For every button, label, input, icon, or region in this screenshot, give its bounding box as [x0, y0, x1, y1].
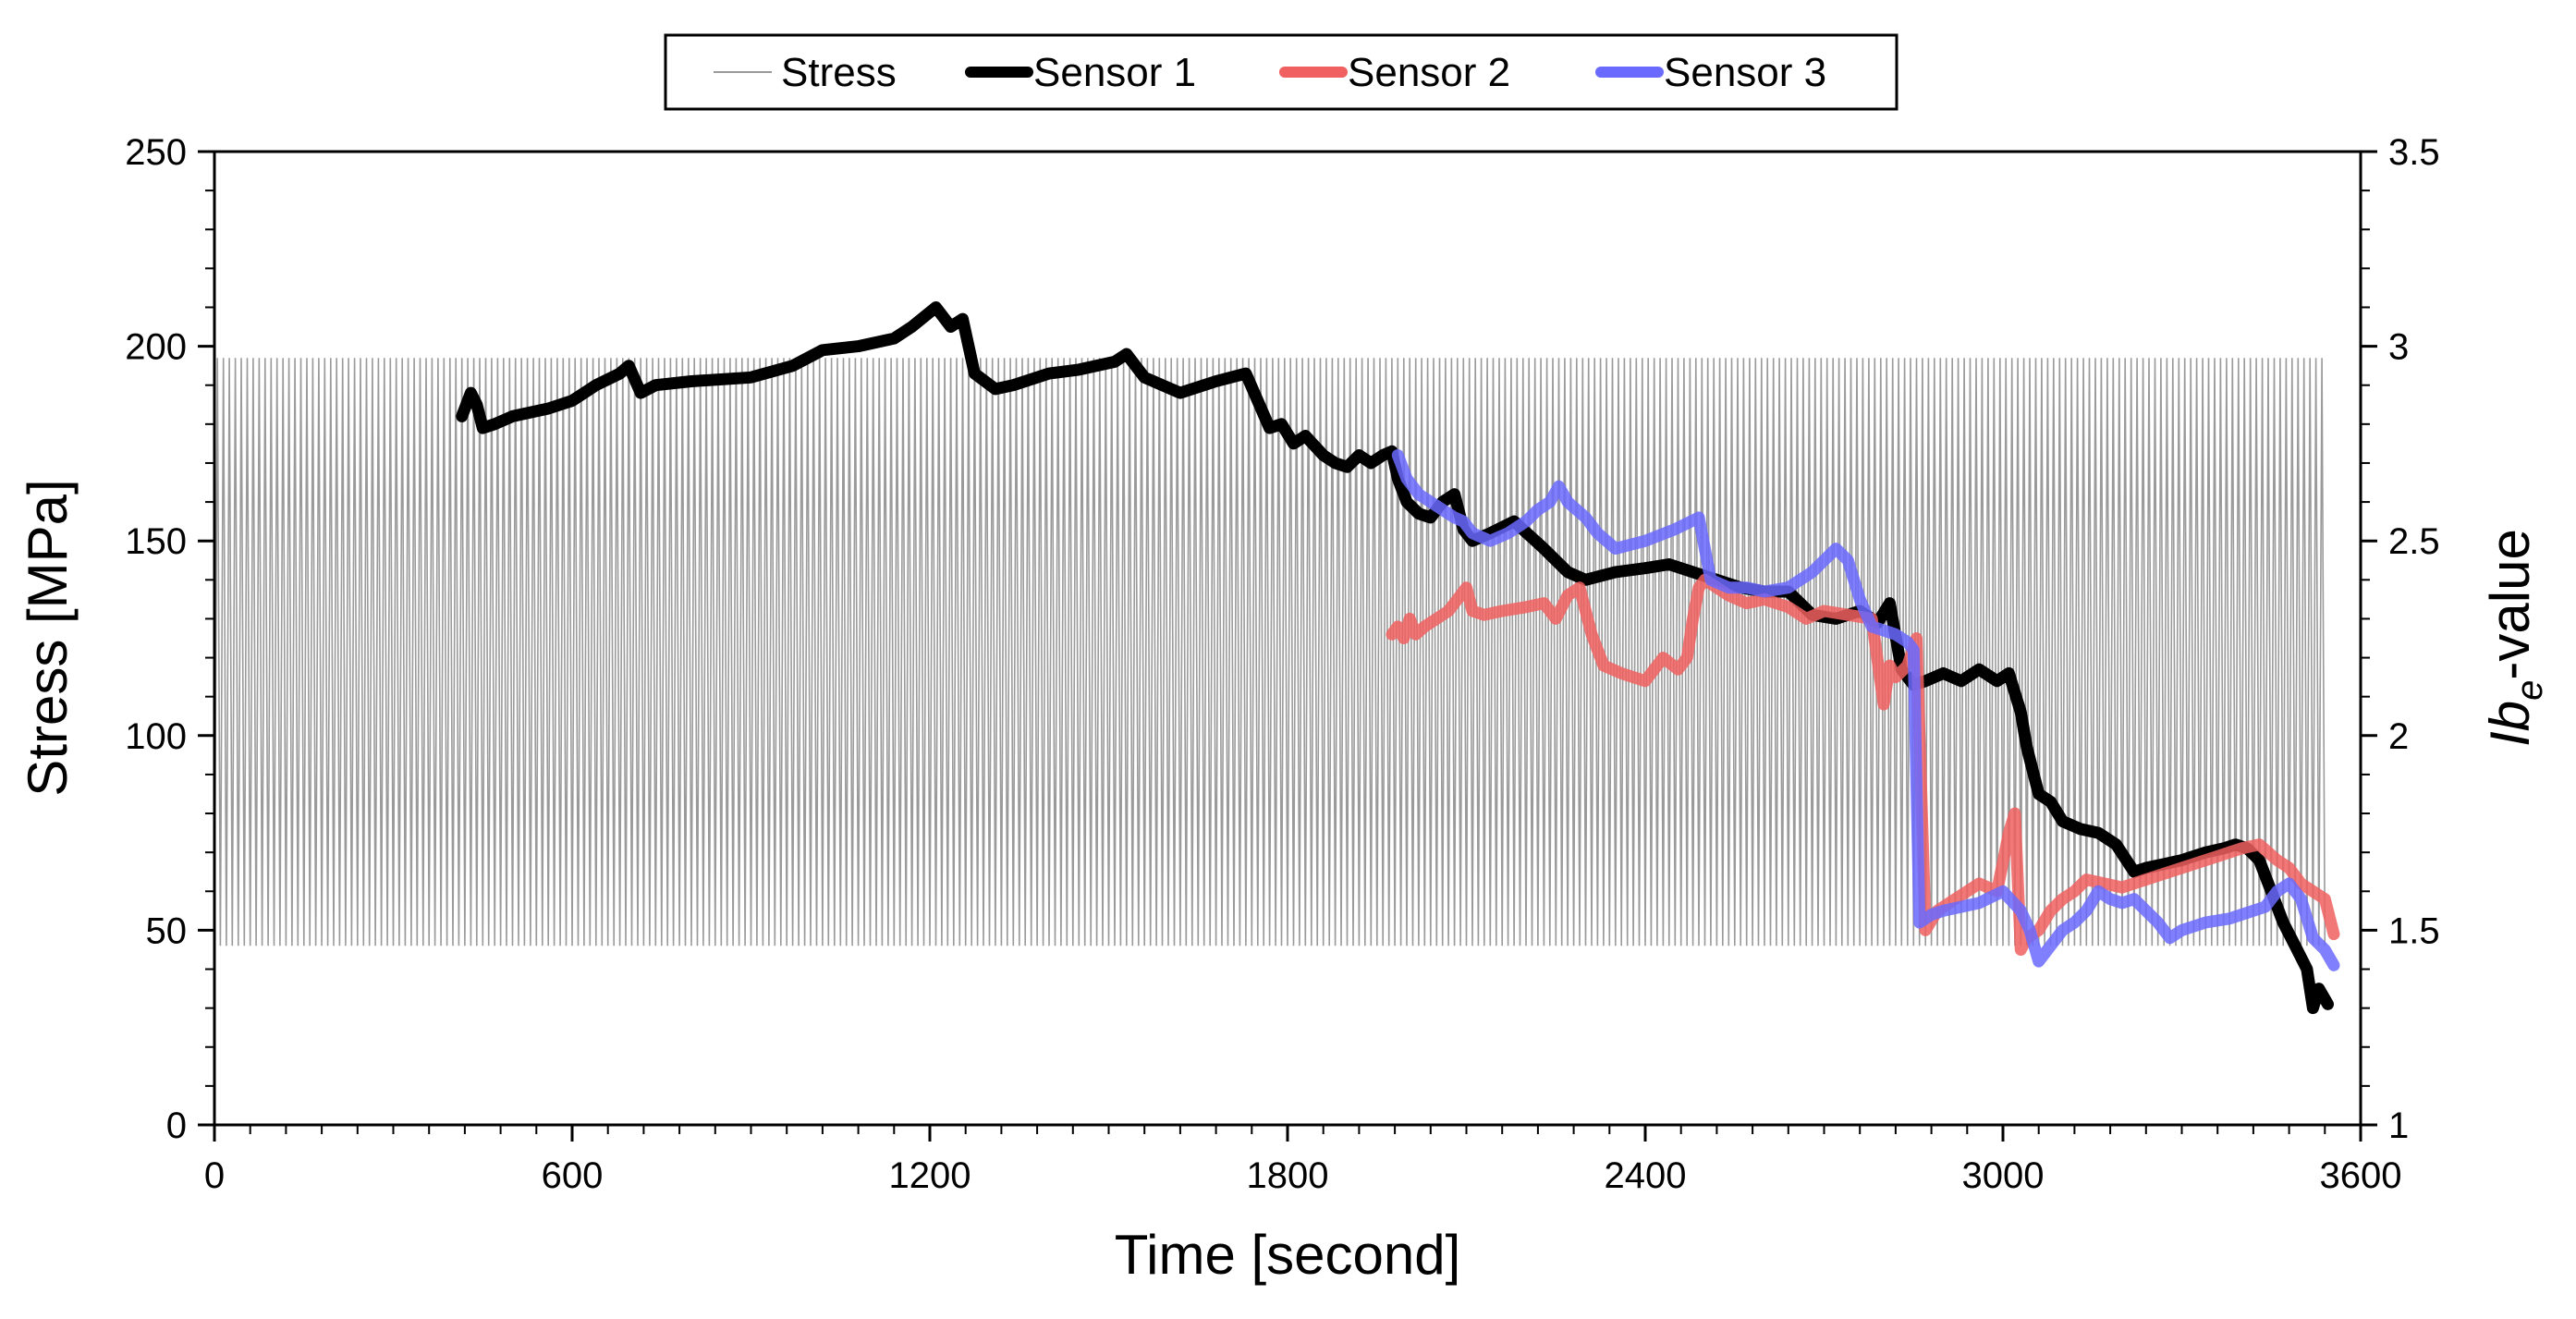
legend-label-sensor-3: Sensor 3 [1664, 50, 1826, 95]
y-right-tick-label: 1 [2388, 1105, 2409, 1146]
sensor-series-layer [456, 301, 2340, 1015]
x-tick-label: 2400 [1605, 1155, 1687, 1196]
y-left-tick-label: 200 [125, 327, 187, 368]
y-axis-right-title-suffix: -value [2479, 529, 2541, 679]
legend-label-sensor-2: Sensor 2 [1348, 50, 1510, 95]
y-axis-right-title-main: Ib [2479, 701, 2541, 747]
stress-signal-layer [214, 358, 2326, 947]
y-axis-right-title-sub: e [2509, 680, 2550, 701]
x-tick-label: 1800 [1247, 1155, 1329, 1196]
y-left-tick-label: 150 [125, 521, 187, 562]
y-axis-left-title: Stress [MPa] [17, 479, 79, 796]
y-right-tick-label: 3.5 [2388, 132, 2440, 173]
y-left-tick-label: 250 [125, 132, 187, 173]
series-line-sensor-3 [1391, 449, 2340, 971]
x-tick-label: 600 [542, 1155, 604, 1196]
y-right-tick-label: 1.5 [2388, 910, 2440, 951]
y-axis-right-title: Ibe-value [2479, 529, 2550, 747]
legend-label-stress: Stress [781, 50, 897, 95]
x-tick-label: 0 [204, 1155, 225, 1196]
legend-label-sensor-1: Sensor 1 [1033, 50, 1196, 95]
x-axis-title: Time [second] [1115, 1224, 1461, 1286]
stress-line [214, 358, 2326, 947]
y-right-tick-label: 3 [2388, 327, 2409, 368]
y-left-tick-label: 50 [146, 910, 188, 951]
axis-ticks [198, 150, 2377, 1142]
series-line-sensor-2 [1386, 573, 2340, 956]
axis-tick-labels: 0 600 1200 1800 2400 3000 3600 0 50 100 150 200 250 1… [125, 132, 2439, 1196]
y-right-tick-label: 2 [2388, 716, 2409, 757]
x-tick-label: 3000 [1962, 1155, 2045, 1196]
x-tick-label: 3600 [2320, 1155, 2402, 1196]
legend: Stress Sensor 1 Sensor 2 Sensor 3 [664, 33, 1898, 111]
x-tick-label: 1200 [889, 1155, 971, 1196]
y-left-tick-label: 100 [125, 716, 187, 757]
y-right-tick-label: 2.5 [2388, 521, 2440, 562]
y-left-tick-label: 0 [166, 1105, 187, 1146]
